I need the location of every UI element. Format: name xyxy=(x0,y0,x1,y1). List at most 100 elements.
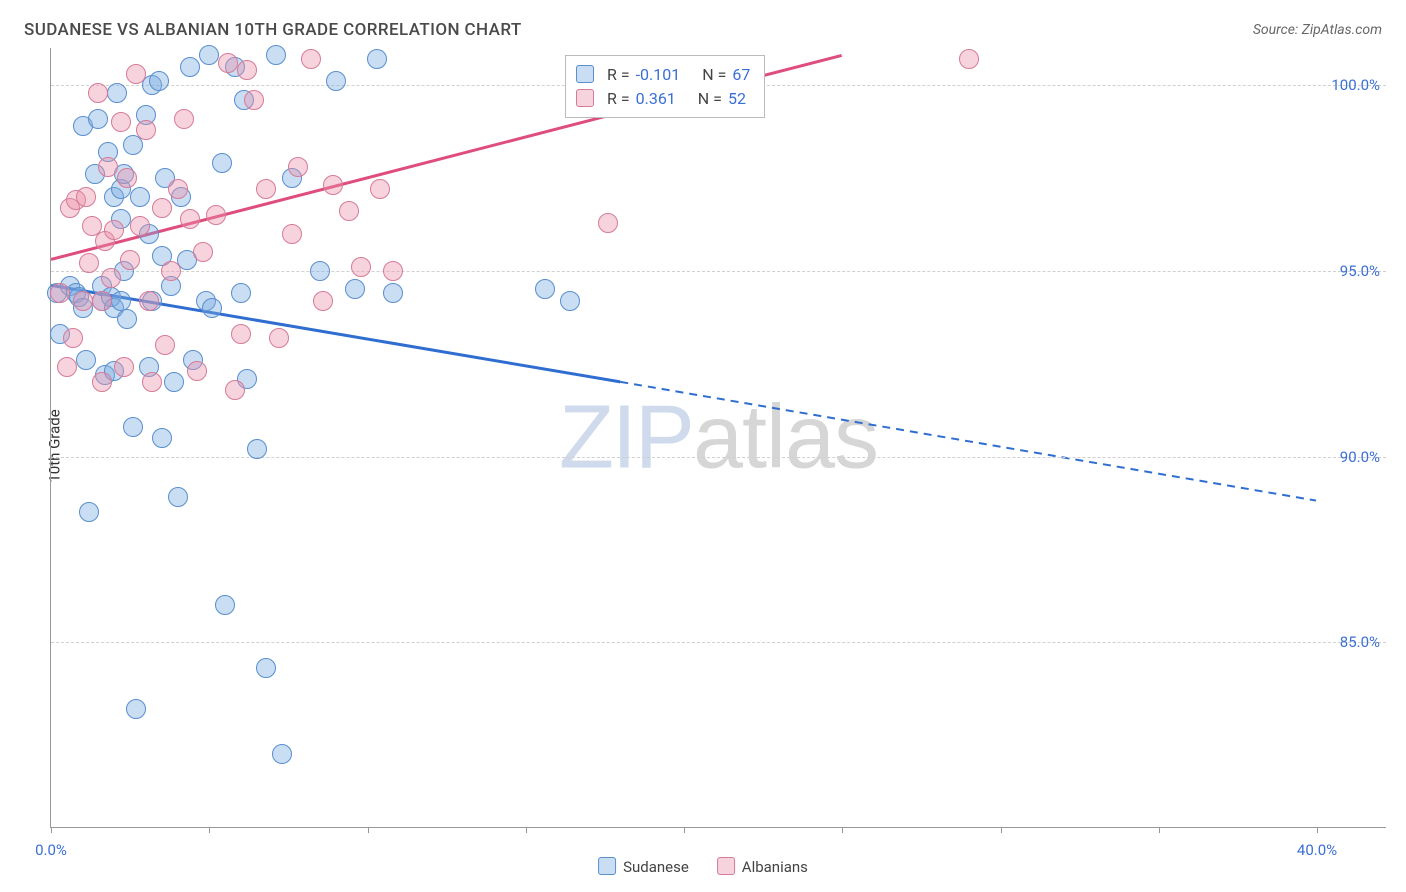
data-point xyxy=(959,49,979,69)
data-point xyxy=(123,417,143,437)
data-point xyxy=(370,179,390,199)
data-point xyxy=(282,224,302,244)
data-point xyxy=(168,487,188,507)
data-point xyxy=(73,291,93,311)
data-point xyxy=(130,187,150,207)
data-point xyxy=(256,658,276,678)
data-point xyxy=(256,179,276,199)
data-point xyxy=(117,168,137,188)
y-tick-label: 85.0% xyxy=(1340,633,1380,651)
x-tick xyxy=(1001,827,1002,833)
n-label: N = xyxy=(702,65,726,84)
y-tick-label: 95.0% xyxy=(1340,262,1380,280)
data-point xyxy=(76,350,96,370)
data-point xyxy=(130,216,150,236)
data-point xyxy=(63,328,83,348)
y-tick-label: 90.0% xyxy=(1340,448,1380,466)
data-point xyxy=(164,372,184,392)
data-point xyxy=(266,45,286,65)
data-point xyxy=(215,595,235,615)
data-point xyxy=(168,179,188,199)
data-point xyxy=(79,502,99,522)
y-tick-label: 100.0% xyxy=(1331,76,1380,94)
source-attribution: Source: ZipAtlas.com xyxy=(1253,22,1382,38)
data-point xyxy=(88,109,108,129)
chart-title: SUDANESE VS ALBANIAN 10TH GRADE CORRELAT… xyxy=(24,20,522,40)
x-tick xyxy=(1317,827,1318,833)
data-point xyxy=(50,283,70,303)
regression-line xyxy=(51,285,620,381)
data-point xyxy=(88,83,108,103)
x-tick xyxy=(368,827,369,833)
chart-plot-area: ZIPatlas 85.0%90.0%95.0%100.0%0.0%40.0% xyxy=(50,48,1386,828)
data-point xyxy=(326,71,346,91)
x-tick xyxy=(842,827,843,833)
x-tick xyxy=(209,827,210,833)
data-point xyxy=(142,372,162,392)
swatch-albanians xyxy=(576,89,594,107)
data-point xyxy=(212,153,232,173)
data-point xyxy=(231,324,251,344)
x-tick xyxy=(684,827,685,833)
data-point xyxy=(120,250,140,270)
data-point xyxy=(76,187,96,207)
data-point xyxy=(193,242,213,262)
data-point xyxy=(288,157,308,177)
data-point xyxy=(57,357,77,377)
n-value-sudanese: 67 xyxy=(732,65,750,84)
legend-item-sudanese: Sudanese xyxy=(598,857,689,876)
swatch-albanians-icon xyxy=(717,857,735,875)
data-point xyxy=(114,357,134,377)
data-point xyxy=(535,279,555,299)
legend-row-sudanese: R = -0.101 N = 67 xyxy=(576,62,750,86)
data-point xyxy=(98,157,118,177)
data-point xyxy=(345,279,365,299)
n-label: N = xyxy=(698,89,722,108)
correlation-legend: R = -0.101 N = 67 R = 0.361 N = 52 xyxy=(565,55,765,118)
data-point xyxy=(383,261,403,281)
data-point xyxy=(202,298,222,318)
data-point xyxy=(367,49,387,69)
regression-lines-svg xyxy=(51,48,1386,827)
data-point xyxy=(351,257,371,277)
x-tick xyxy=(526,827,527,833)
r-value-albanians: 0.361 xyxy=(636,89,676,108)
x-tick-label: 40.0% xyxy=(1297,841,1337,859)
data-point xyxy=(152,428,172,448)
gridline xyxy=(51,642,1386,643)
data-point xyxy=(117,309,137,329)
legend-label-sudanese: Sudanese xyxy=(623,858,689,876)
watermark-zip: ZIP xyxy=(559,387,693,487)
data-point xyxy=(218,53,238,73)
data-point xyxy=(244,90,264,110)
data-point xyxy=(161,261,181,281)
data-point xyxy=(323,175,343,195)
regression-line xyxy=(620,382,1316,501)
r-value-sudanese: -0.101 xyxy=(636,65,681,84)
legend-row-albanians: R = 0.361 N = 52 xyxy=(576,86,750,110)
data-point xyxy=(383,283,403,303)
data-point xyxy=(339,201,359,221)
data-point xyxy=(101,268,121,288)
data-point xyxy=(560,291,580,311)
data-point xyxy=(152,198,172,218)
data-point xyxy=(301,49,321,69)
data-point xyxy=(206,205,226,225)
data-point xyxy=(111,291,131,311)
data-point xyxy=(126,64,146,84)
legend-item-albanians: Albanians xyxy=(717,857,808,876)
series-legend: Sudanese Albanians xyxy=(598,857,808,876)
data-point xyxy=(237,60,257,80)
data-point xyxy=(136,120,156,140)
x-tick xyxy=(1159,827,1160,833)
x-tick xyxy=(51,827,52,833)
swatch-sudanese xyxy=(576,65,594,83)
data-point xyxy=(272,744,292,764)
data-point xyxy=(139,291,159,311)
data-point xyxy=(104,220,124,240)
data-point xyxy=(180,209,200,229)
data-point xyxy=(269,328,289,348)
legend-label-albanians: Albanians xyxy=(742,858,808,876)
gridline xyxy=(51,271,1386,272)
data-point xyxy=(111,112,131,132)
